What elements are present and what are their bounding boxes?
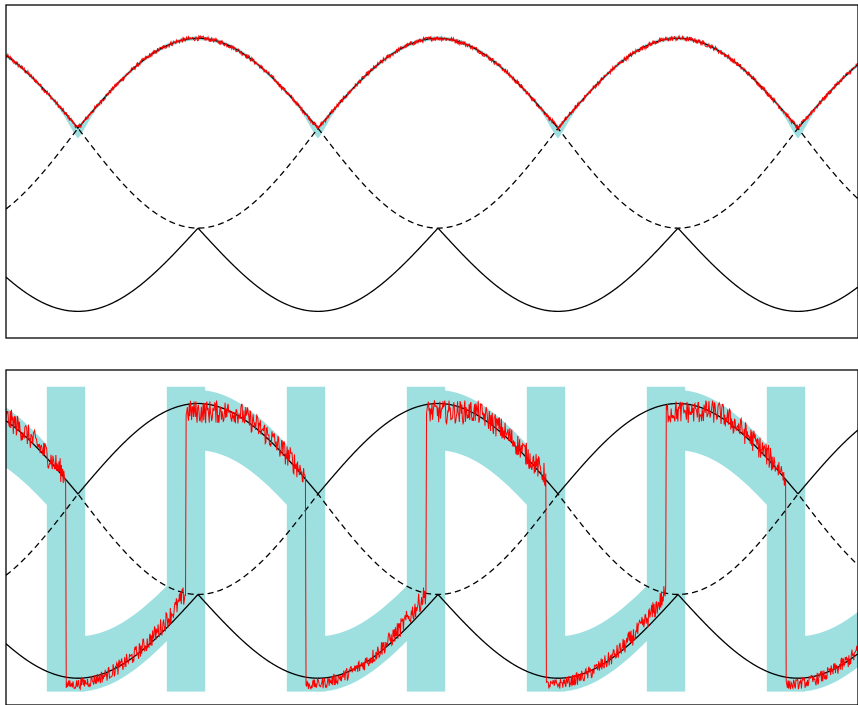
panel-frame [5,4,858,339]
bottom-panel [5,369,858,705]
uncertainty-band-low [546,565,666,692]
uncertainty-band-low [66,565,186,692]
uncertainty-band-low [306,565,426,692]
uncertainty-band [6,36,858,139]
series-measured-noisy [6,34,858,131]
series-lower-solid [6,227,858,313]
plot-area [6,386,858,692]
panel-frame [5,369,858,705]
uncertainty-band-high [186,390,306,527]
series-middle-dashed [6,127,858,229]
plot-area [6,34,858,313]
top-panel [5,4,858,339]
series-upper-solid [6,37,858,130]
series-measured-noisy [6,400,858,691]
uncertainty-band-high [426,390,546,527]
uncertainty-band-low [786,611,858,692]
series-middle-dashed [6,492,858,596]
uncertainty-band-high [666,390,786,527]
